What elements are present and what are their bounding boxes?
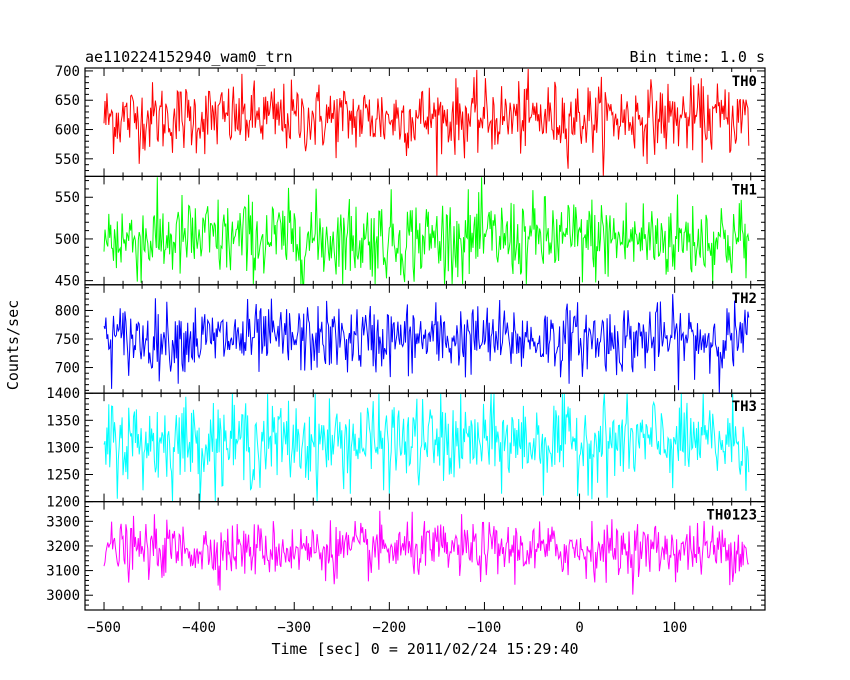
y-tick-label: 800: [55, 303, 80, 319]
panel-label-th0: TH0: [732, 74, 757, 90]
series-th3: [103, 393, 750, 502]
x-tick-label: 100: [662, 620, 687, 636]
panels: 550 600 650 700 TH0 450 500 550 TH1 700 750 800 TH2 1…: [46, 64, 766, 636]
x-tick-label: 0: [575, 620, 583, 636]
y-tick-label: 650: [55, 93, 80, 109]
y-tick-label: 3200: [46, 539, 80, 555]
bin-time-label: Bin time: 1.0 s: [630, 48, 765, 66]
panel-label-th3: TH3: [732, 399, 757, 415]
y-tick-label: 500: [55, 232, 80, 248]
y-tick-label: 550: [55, 190, 80, 206]
y-tick-label: 600: [55, 123, 80, 139]
y-tick-label: 700: [55, 361, 80, 377]
y-tick-label: 1250: [46, 468, 80, 484]
y-tick-label: 3100: [46, 564, 80, 580]
series-th1: [103, 177, 750, 285]
y-tick-label: 450: [55, 274, 80, 290]
y-tick-label: 750: [55, 332, 80, 348]
x-tick-label: −200: [372, 620, 406, 636]
series-th2: [103, 294, 750, 393]
y-tick-label: 1200: [46, 495, 80, 511]
x-tick-label: −400: [182, 620, 216, 636]
panel-label-th2: TH2: [732, 291, 757, 307]
panel-label-th0123: TH0123: [706, 508, 757, 524]
chart-title: ae110224152940_wam0_trn: [85, 48, 293, 66]
y-tick-label: 550: [55, 152, 80, 168]
y-tick-label: 1300: [46, 440, 80, 456]
x-axis-label: Time [sec] 0 = 2011/02/24 15:29:40: [271, 640, 578, 658]
y-tick-label: 3000: [46, 588, 80, 604]
x-tick-label: −500: [87, 620, 121, 636]
x-tick-label: −100: [468, 620, 502, 636]
y-tick-label: 3300: [46, 514, 80, 530]
y-tick-label: 700: [55, 64, 80, 80]
panel-label-th1: TH1: [732, 182, 757, 198]
series-th0: [103, 68, 750, 176]
y-tick-label: 1400: [46, 386, 80, 402]
y-axis-label: Counts/sec: [4, 300, 22, 390]
x-tick-label: −300: [277, 620, 311, 636]
y-tick-label: 1350: [46, 413, 80, 429]
series-th0123: [103, 510, 749, 595]
